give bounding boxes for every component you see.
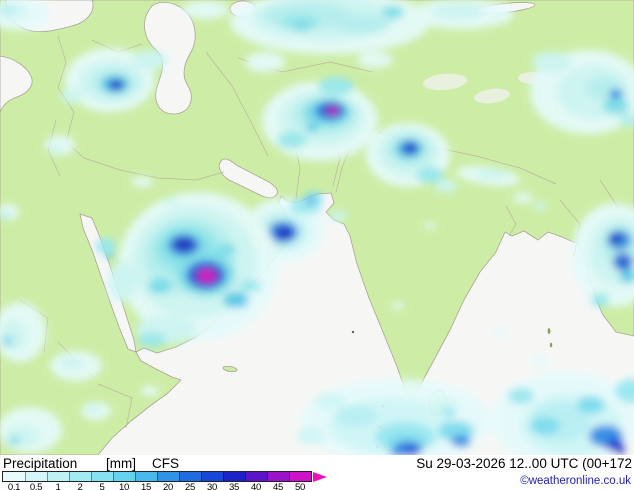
- scale-label-2: 2: [77, 481, 83, 490]
- precipitation-layer: [0, 0, 634, 455]
- scale-seg-5: [91, 472, 113, 481]
- scale-arrow: [313, 471, 327, 482]
- forecast-map: [0, 0, 634, 455]
- scale-segments: [2, 471, 312, 482]
- scale-seg-30: [201, 472, 223, 481]
- scale-label-10: 10: [119, 481, 129, 490]
- scale-label-1: 1: [55, 481, 61, 490]
- scale-seg-45: [267, 472, 289, 481]
- scale-label-0.1: 0.1: [7, 481, 21, 490]
- precip-scale-bar: [2, 471, 327, 482]
- copyright-link[interactable]: ©weatheronline.co.uk: [520, 475, 631, 487]
- legend-title: Precipitation: [3, 456, 78, 471]
- scale-label-35: 35: [229, 481, 239, 490]
- scale-seg-35: [223, 472, 245, 481]
- scale-seg-10: [113, 472, 135, 481]
- scale-label-45: 45: [273, 481, 283, 490]
- scale-label-15: 15: [141, 481, 151, 490]
- scale-seg-40: [245, 472, 267, 481]
- scale-label-25: 25: [185, 481, 195, 490]
- scale-seg-0.1: [3, 472, 25, 481]
- scale-seg-2: [69, 472, 91, 481]
- scale-seg-25: [179, 472, 201, 481]
- scale-seg-50: [289, 472, 311, 481]
- scale-label-50: 50: [295, 481, 305, 490]
- legend-datetime: Su 29-03-2026 12..00 UTC (00+172: [416, 456, 632, 471]
- legend-bar: Precipitation [mm] CFS Su 29-03-2026 12.…: [0, 455, 634, 490]
- scale-seg-1: [47, 472, 69, 481]
- legend-unit: [mm]: [106, 456, 136, 471]
- scale-seg-0.5: [25, 472, 47, 481]
- scale-label-40: 40: [251, 481, 261, 490]
- scale-label-30: 30: [207, 481, 217, 490]
- scale-seg-20: [157, 472, 179, 481]
- scale-label-20: 20: [163, 481, 173, 490]
- scale-labels: 0.1 0.5 1 2 5 10 15 20 25 30 35 40 45 50: [3, 482, 311, 490]
- legend-model: CFS: [152, 456, 179, 471]
- scale-label-5: 5: [99, 481, 105, 490]
- scale-seg-15: [135, 472, 157, 481]
- scale-label-0.5: 0.5: [29, 481, 43, 490]
